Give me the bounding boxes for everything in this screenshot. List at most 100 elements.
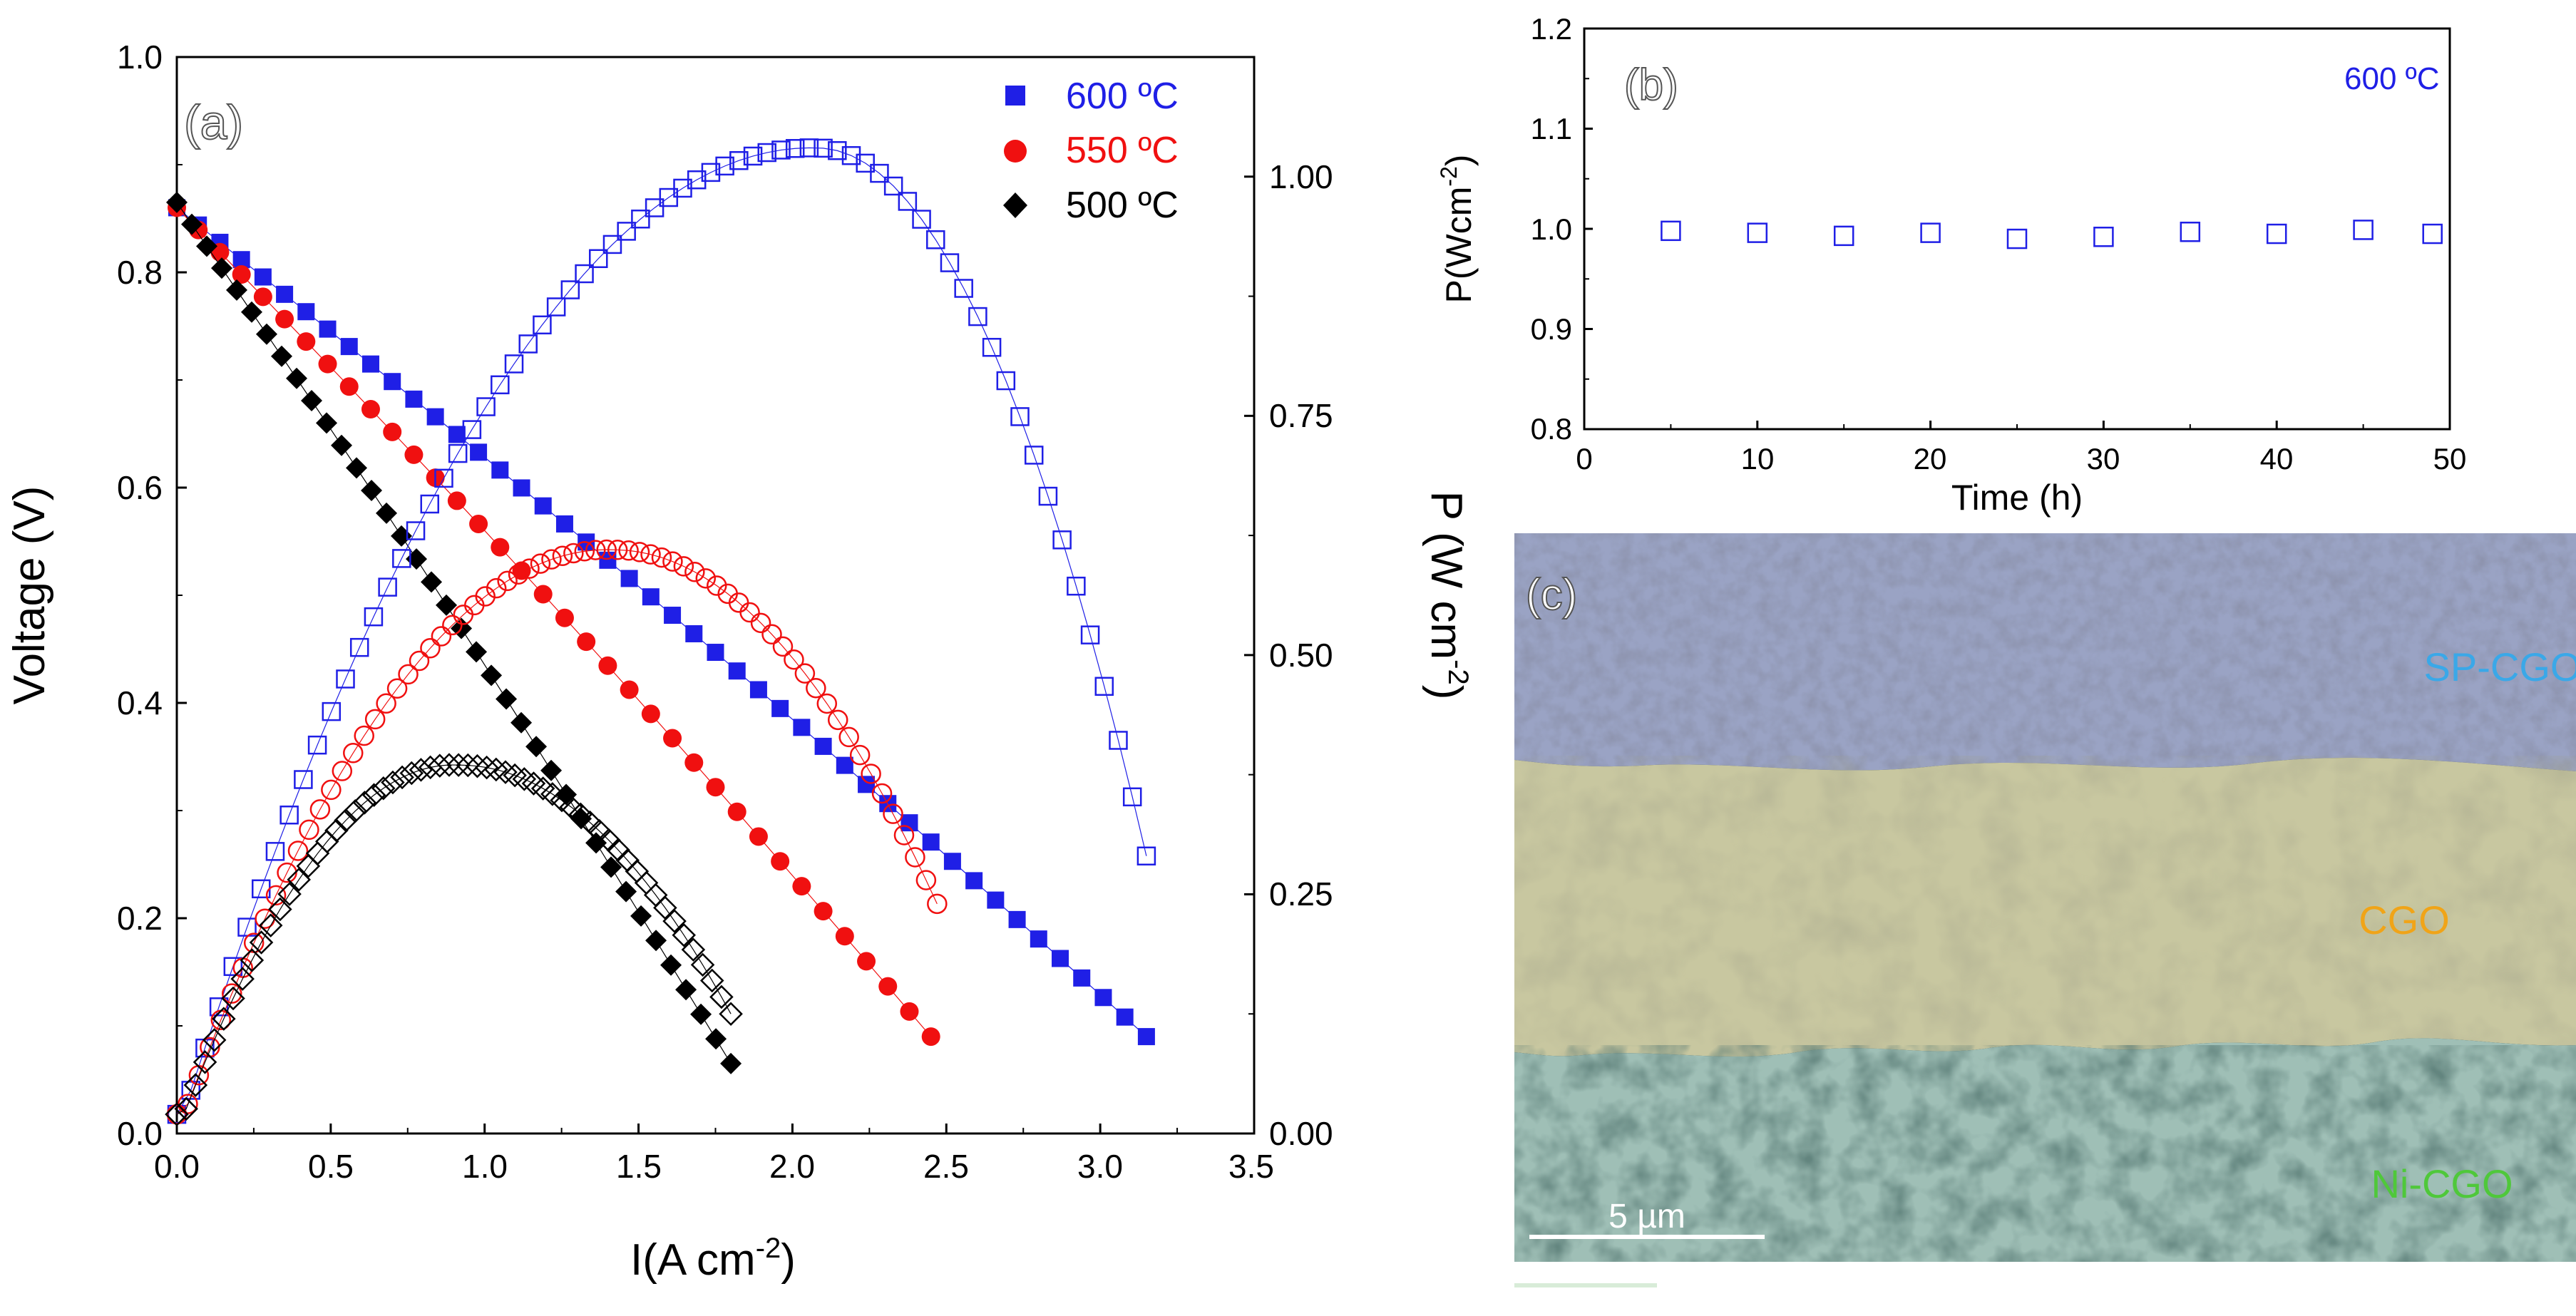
series-500-c-power bbox=[165, 753, 743, 1126]
data-point bbox=[912, 210, 931, 229]
data-point bbox=[857, 952, 876, 971]
data-point bbox=[384, 373, 401, 391]
data-point bbox=[361, 355, 379, 373]
data-point bbox=[598, 656, 617, 675]
data-point bbox=[602, 235, 622, 255]
data-point bbox=[287, 868, 311, 892]
series-line bbox=[176, 207, 1147, 1037]
data-point bbox=[2093, 226, 2114, 247]
layer-label-ni-cgo: Ni-CGO bbox=[2371, 1161, 2513, 1206]
data-point bbox=[406, 521, 426, 540]
data-point bbox=[2006, 228, 2028, 250]
data-point bbox=[268, 897, 292, 922]
data-point bbox=[409, 650, 430, 672]
data-point bbox=[166, 1104, 188, 1125]
data-point bbox=[555, 515, 573, 533]
data-point bbox=[559, 795, 583, 819]
y2-tick-label: 0.00 bbox=[1269, 1115, 1333, 1152]
data-point bbox=[687, 170, 707, 190]
data-point bbox=[361, 783, 386, 807]
data-point bbox=[364, 709, 386, 730]
data-point bbox=[1137, 1028, 1155, 1046]
data-point bbox=[575, 264, 594, 284]
data-point bbox=[631, 209, 650, 229]
data-point bbox=[398, 664, 419, 685]
data-point bbox=[739, 602, 760, 623]
data-point bbox=[253, 287, 272, 307]
panel-b-label: (b) bbox=[1624, 61, 1678, 110]
data-point bbox=[256, 323, 278, 345]
panel-b-y-axis-title: P(Wcm-2) bbox=[1436, 155, 1479, 304]
panel-a-ticks bbox=[175, 56, 1256, 1135]
data-point bbox=[1094, 989, 1112, 1007]
data-point bbox=[915, 870, 937, 890]
data-point bbox=[701, 163, 721, 183]
data-point bbox=[254, 268, 272, 286]
data-point bbox=[600, 856, 622, 878]
data-point bbox=[645, 930, 667, 952]
data-point bbox=[1116, 1008, 1134, 1026]
data-point bbox=[421, 571, 443, 593]
data-point bbox=[1073, 969, 1091, 987]
data-point bbox=[211, 257, 233, 279]
data-point bbox=[275, 309, 294, 329]
data-point bbox=[574, 541, 595, 562]
data-point bbox=[699, 968, 724, 993]
data-point bbox=[361, 400, 380, 419]
data-point bbox=[662, 551, 683, 572]
data-point bbox=[390, 765, 414, 790]
data-point bbox=[715, 156, 734, 176]
data-point bbox=[2353, 220, 2374, 240]
data-point bbox=[322, 701, 342, 721]
data-point bbox=[378, 577, 397, 597]
data-point bbox=[530, 553, 551, 574]
panel-a-y-tick-labels: 0.0 0.2 0.4 0.6 0.8 1.0 bbox=[117, 38, 163, 1152]
y-tick-label: 1.0 bbox=[1531, 212, 1572, 246]
y-tick-label: 0.6 bbox=[117, 469, 163, 506]
x-tick-label: 2.5 bbox=[923, 1148, 969, 1185]
data-point bbox=[221, 986, 245, 1011]
x-tick-label: 3.5 bbox=[1228, 1148, 1274, 1185]
data-point bbox=[685, 624, 703, 642]
y2-tick-label: 1.00 bbox=[1269, 158, 1333, 195]
panel-b-x-axis-title: Time (h) bbox=[1951, 478, 2083, 518]
data-point bbox=[258, 913, 283, 937]
data-point bbox=[814, 138, 833, 158]
data-point bbox=[1010, 407, 1030, 426]
data-point bbox=[1052, 950, 1069, 967]
panel-b-marks bbox=[1661, 220, 2443, 250]
data-point bbox=[301, 390, 323, 412]
data-point bbox=[354, 725, 374, 746]
data-point bbox=[426, 408, 444, 426]
x-tick-label: 0.0 bbox=[154, 1148, 200, 1185]
data-point bbox=[690, 952, 715, 977]
data-point bbox=[456, 753, 481, 778]
x-tick-label: 0 bbox=[1576, 442, 1592, 475]
x-tick-label: 20 bbox=[1914, 442, 1947, 475]
data-point bbox=[663, 729, 682, 748]
x-tick-label: 1.0 bbox=[462, 1148, 508, 1185]
data-point bbox=[518, 334, 538, 354]
panel-a-y2-tick-labels: 0.00 0.25 0.50 0.75 1.00 bbox=[1269, 158, 1333, 1152]
panel-c-sem-image: (c) SP-CGO CGO Ni-CGO 5 µm bbox=[1514, 533, 2576, 1287]
data-point bbox=[462, 420, 482, 439]
data-point bbox=[339, 377, 359, 396]
data-point bbox=[784, 649, 804, 670]
data-point bbox=[475, 586, 496, 607]
data-point bbox=[607, 540, 628, 560]
data-point bbox=[1038, 486, 1058, 506]
panel-b-y-tick-labels: 0.8 0.9 1.0 1.1 1.2 bbox=[1531, 12, 1572, 446]
data-point bbox=[431, 626, 452, 647]
data-point bbox=[1109, 731, 1128, 750]
panel-a-legend: 600 ºC 550 ºC 500 ºC bbox=[1003, 76, 1179, 226]
data-point bbox=[968, 307, 987, 327]
data-point bbox=[481, 664, 503, 687]
data-point bbox=[361, 480, 383, 502]
data-point bbox=[331, 434, 353, 456]
data-point bbox=[448, 443, 468, 463]
data-point bbox=[1661, 220, 1681, 242]
data-point bbox=[409, 758, 433, 782]
data-point bbox=[226, 279, 248, 301]
panel-a-label: (a) bbox=[184, 96, 243, 150]
